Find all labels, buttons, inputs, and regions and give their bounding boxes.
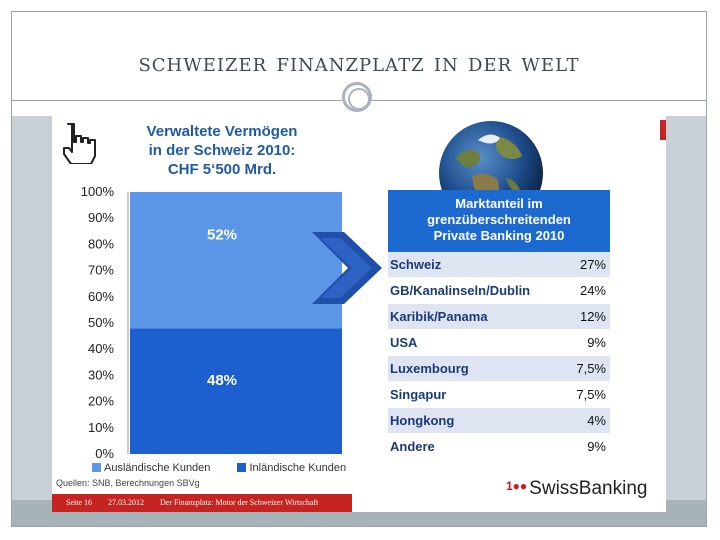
market-share-value: 4% <box>587 413 606 428</box>
chart-title-line-3: CHF 5‘500 Mrd. <box>167 161 277 178</box>
y-tick-label: 90% <box>88 210 114 225</box>
chart-title-line-1: Verwaltete Vermögen <box>146 123 298 140</box>
market-share-title-line-3: Private Banking 2010 <box>433 228 565 243</box>
market-share-country: Andere <box>390 439 435 454</box>
bar-data-label-1: 52% <box>207 227 237 244</box>
legend-label-foreign: Ausländische Kunden <box>104 462 211 474</box>
y-tick-label: 60% <box>88 289 114 304</box>
market-share-row: GB/Kanalinseln/Dublin 24% <box>388 278 610 304</box>
y-tick-label: 10% <box>88 420 114 435</box>
market-share-country: USA <box>390 335 418 350</box>
y-tick-label: 20% <box>88 394 114 409</box>
footer-text: Der Finanzplatz: Motor der Schweizer Wir… <box>160 498 319 507</box>
y-tick-label: 50% <box>88 315 114 330</box>
right-side-band <box>666 116 706 512</box>
footer-date: 27.03.2012 <box>108 498 144 507</box>
chevron-arrow-icon <box>312 232 382 304</box>
market-share-country: Schweiz <box>390 257 442 272</box>
market-share-value: 7,5% <box>576 387 606 402</box>
chart-legend: Ausländische Kunden Inländische Kunden <box>92 462 370 474</box>
market-share-row: Schweiz 27% <box>388 252 610 278</box>
divider-circle-ornament <box>342 82 372 112</box>
swissbanking-logo-dots: 1●● <box>506 479 528 493</box>
y-tick-label: 70% <box>88 263 114 278</box>
market-share-value: 9% <box>587 439 606 454</box>
market-share-row: Hongkong 4% <box>388 408 610 434</box>
legend-item-foreign: Ausländische Kunden <box>92 462 210 474</box>
footer-page: Seite 16 <box>66 498 92 507</box>
legend-label-domestic: Inländische Kunden <box>249 462 347 474</box>
market-share-value: 9% <box>587 335 606 350</box>
market-share-country: GB/Kanalinseln/Dublin <box>390 283 531 298</box>
market-share-row: Singapur 7,5% <box>388 382 610 408</box>
legend-item-domestic: Inländische Kunden <box>237 462 346 474</box>
chart-title: Verwaltete Vermögen in der Schweiz 2010:… <box>112 122 332 179</box>
market-share-title-line-2: grenzüberschreitenden <box>427 212 571 227</box>
legend-swatch-domestic <box>237 463 247 472</box>
bar-segment-0 <box>130 328 342 454</box>
slide-frame <box>11 11 707 527</box>
sources-note: Quellen: SNB, Berechnungen SBVg <box>56 478 200 488</box>
red-accent-mark <box>660 120 666 140</box>
chart-title-line-2: in der Schweiz 2010: <box>148 142 296 159</box>
footer-bar: Seite 16 27.03.2012 Der Finanzplatz: Mot… <box>52 494 352 512</box>
y-tick-label: 100% <box>81 184 115 199</box>
market-share-value: 24% <box>579 283 606 298</box>
left-side-band <box>12 116 52 512</box>
market-share-country: Hongkong <box>390 413 455 428</box>
market-share-row: Andere 9% <box>388 434 610 460</box>
market-share-value: 27% <box>579 257 606 272</box>
market-share-panel: Marktanteil im grenzüberschreitenden Pri… <box>388 190 610 462</box>
market-share-header: Marktanteil im grenzüberschreitenden Pri… <box>388 190 610 252</box>
slide-content: Verwaltete Vermögen in der Schweiz 2010:… <box>52 116 666 512</box>
swissbanking-logo-text: SwissBanking <box>529 478 648 499</box>
y-tick-label: 30% <box>88 367 114 382</box>
slide-title: Schweizer Finanzplatz in der Welt <box>138 48 580 78</box>
pointing-hand-icon <box>63 123 96 164</box>
y-tick-label: 0% <box>95 446 114 461</box>
market-share-row: USA 9% <box>388 330 610 356</box>
swissbanking-logo: 1●● SwissBanking <box>506 478 647 500</box>
legend-swatch-foreign <box>92 463 101 472</box>
market-share-row: Luxembourg 7,5% <box>388 356 610 382</box>
market-share-country: Singapur <box>390 387 447 402</box>
y-tick-label: 80% <box>88 236 114 251</box>
market-share-value: 12% <box>579 309 606 324</box>
market-share-title-line-1: Marktanteil im <box>455 196 543 211</box>
market-share-value: 7,5% <box>576 361 606 376</box>
bar-segment-1 <box>130 192 342 329</box>
market-share-country: Karibik/Panama <box>390 309 488 324</box>
stacked-bar-chart: 0% 10% 20% 30% 40% 50% 60% 70% 80% 90% 100% 48% 52% <box>81 184 342 461</box>
market-share-row: Karibik/Panama 12% <box>388 304 610 330</box>
market-share-country: Luxembourg <box>390 361 469 376</box>
y-tick-label: 40% <box>88 341 114 356</box>
bar-data-label-0: 48% <box>207 372 237 389</box>
